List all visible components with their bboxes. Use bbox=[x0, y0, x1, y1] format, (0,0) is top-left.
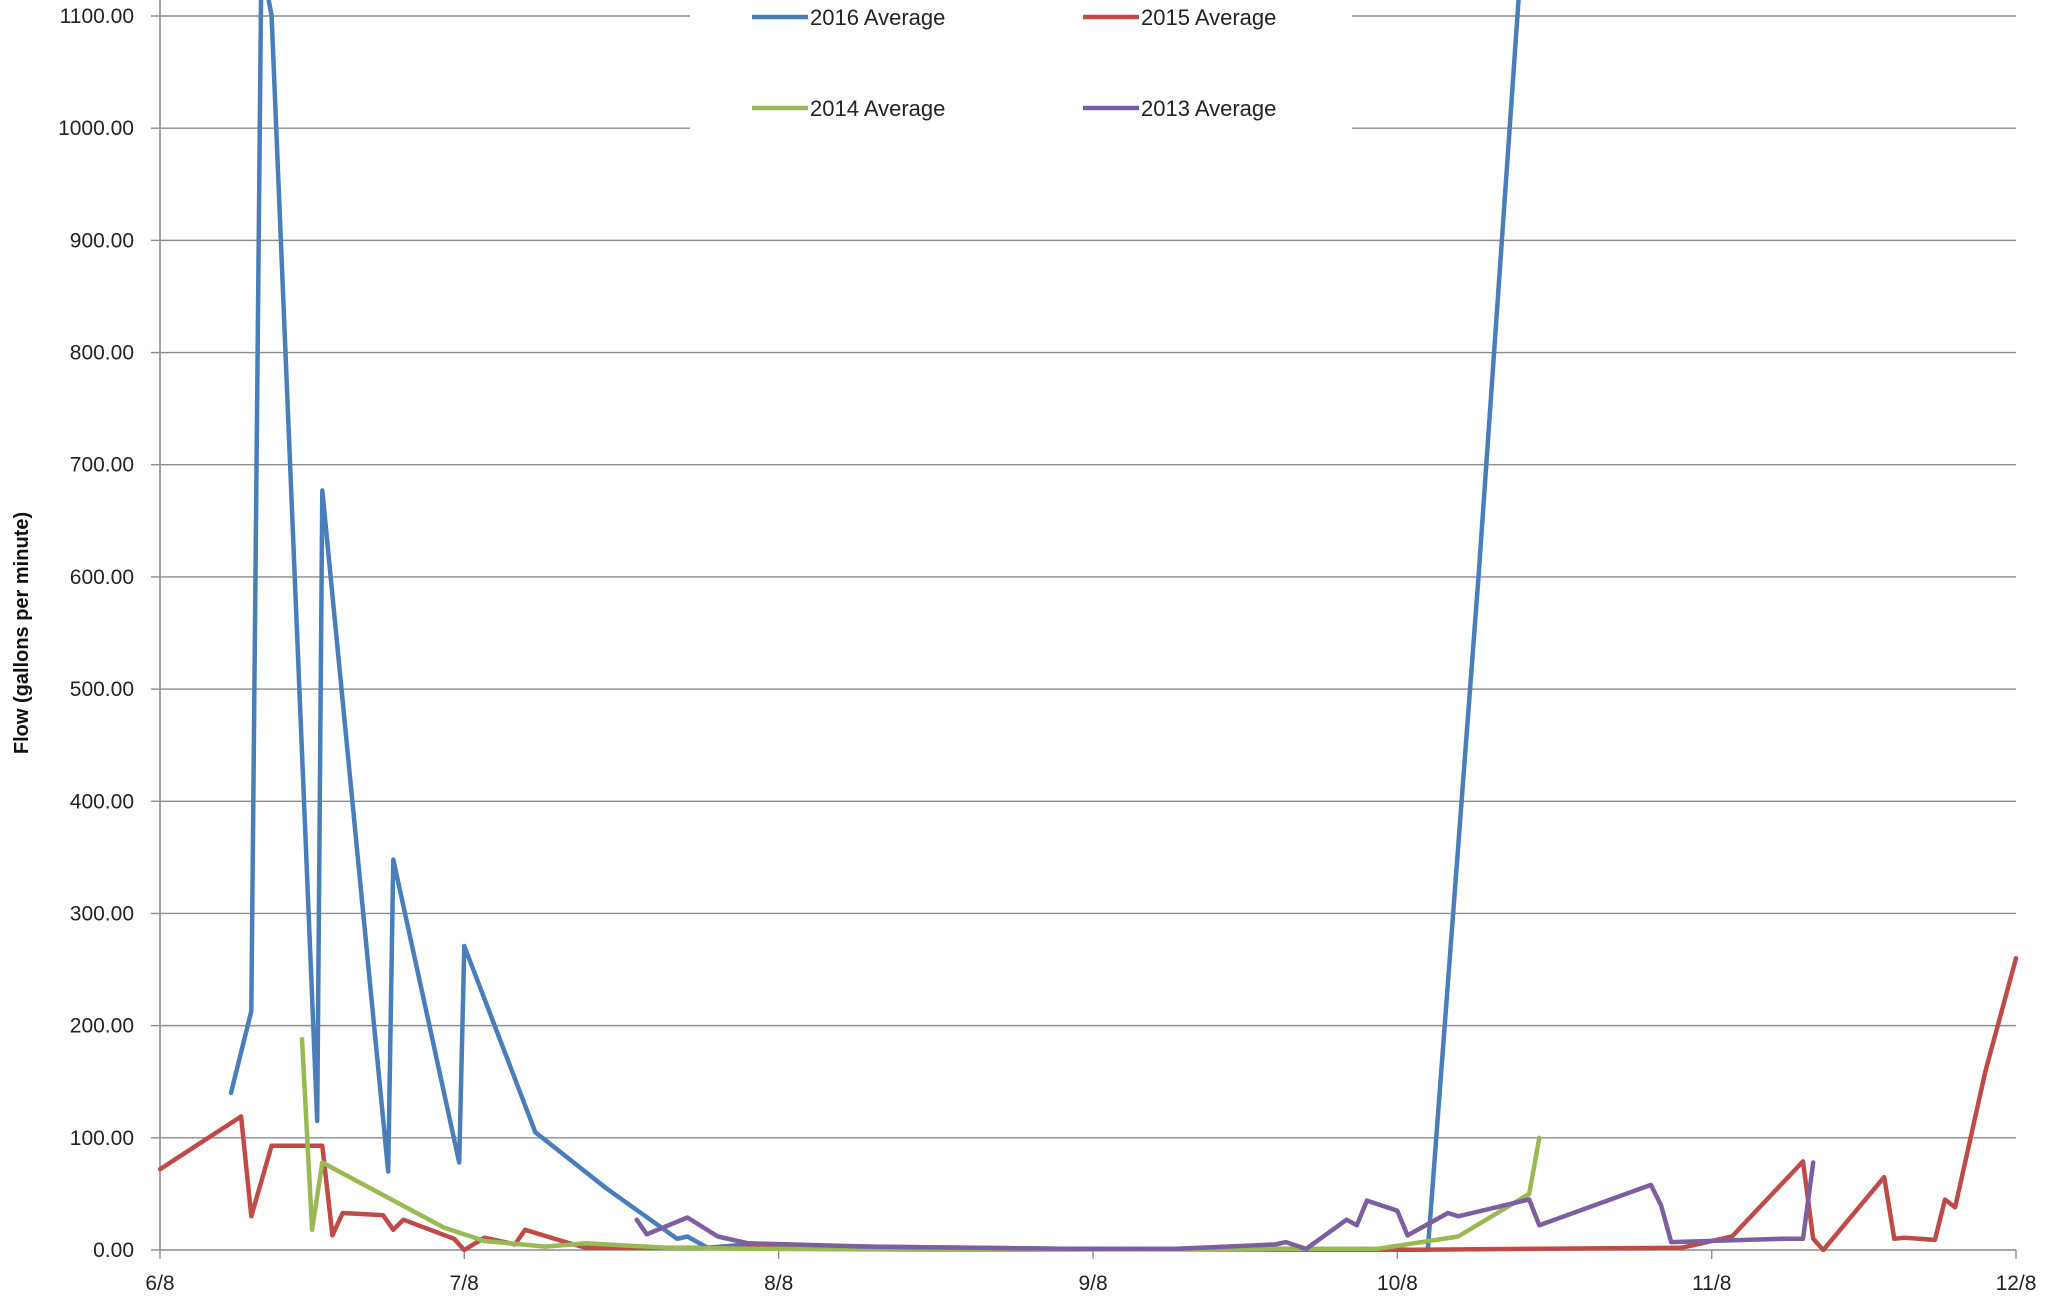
y-tick-label: 100.00 bbox=[70, 1127, 134, 1150]
x-tick-label: 10/8 bbox=[1377, 1272, 1418, 1295]
series-line-3 bbox=[634, 1160, 1816, 1252]
y-tick-label: 700.00 bbox=[70, 454, 134, 477]
y-tick-label: 1100.00 bbox=[60, 5, 134, 28]
series-line-2 bbox=[299, 1036, 1542, 1252]
x-tick-label: 8/8 bbox=[764, 1272, 793, 1295]
y-axis-label: Flow (gallons per minute) bbox=[11, 512, 33, 754]
y-tick-label: 900.00 bbox=[70, 229, 134, 252]
legend-label: 2015 Average bbox=[1141, 5, 1276, 30]
x-tick-label: 9/8 bbox=[1078, 1272, 1107, 1295]
legend-label: 2016 Average bbox=[810, 5, 945, 30]
legend-label: 2014 Average bbox=[810, 96, 945, 121]
x-tick-label: 6/8 bbox=[145, 1272, 174, 1295]
series-lines bbox=[158, 0, 2019, 1252]
legend-label: 2013 Average bbox=[1141, 96, 1276, 121]
y-tick-label: 200.00 bbox=[70, 1015, 134, 1038]
y-tick-label: 500.00 bbox=[70, 678, 134, 701]
y-tick-label: 1000.00 bbox=[58, 117, 134, 140]
y-tick-label: 800.00 bbox=[70, 342, 134, 365]
x-tick-label: 7/8 bbox=[450, 1272, 479, 1295]
axes bbox=[151, 0, 2017, 1259]
x-tick-label: 11/8 bbox=[1692, 1272, 1731, 1295]
y-tick-label: 400.00 bbox=[70, 790, 134, 813]
x-tick-labels: 6/8 7/8 8/8 9/8 10/8 11/8 12/8 bbox=[145, 1272, 2036, 1295]
y-tick-labels: 0.00 100.00 200.00 300.00 400.00 500.00 600.00… bbox=[58, 5, 134, 1262]
gridlines bbox=[160, 15, 2016, 1139]
x-tick-label: 12/8 bbox=[1996, 1272, 2037, 1295]
y-tick-label: 300.00 bbox=[70, 902, 134, 925]
legend: 2016 Average 2015 Average 2014 Average 2013… bbox=[690, 0, 1352, 130]
series-line-1 bbox=[158, 956, 2019, 1252]
y-tick-label: 600.00 bbox=[70, 566, 134, 589]
series-line-0 bbox=[228, 0, 1521, 1252]
y-tick-label: 0.00 bbox=[93, 1239, 134, 1262]
